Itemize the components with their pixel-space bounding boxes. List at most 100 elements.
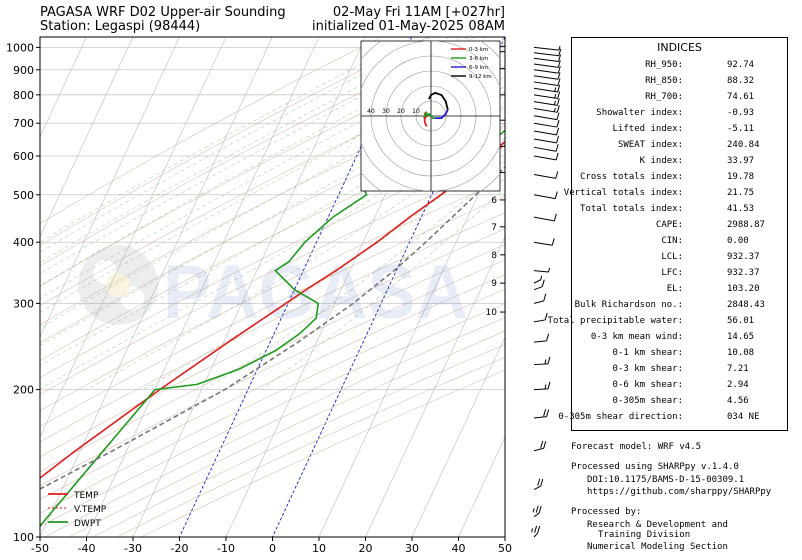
index-label: RH_850: <box>645 76 683 86</box>
dry-adiabat <box>40 37 382 224</box>
index-label: Lifted index: <box>612 124 683 134</box>
hodograph-legend-label: 9-12 km <box>469 74 492 80</box>
hodograph: 50 40 30 20 10 0-3 km 3-6 km 6-9 km 9-12 km <box>352 40 501 192</box>
isotherm <box>365 236 505 537</box>
dry-adiabat <box>44 317 505 537</box>
index-row: Vertical totals index: 21.75 <box>564 188 787 204</box>
moist-adiabat <box>40 37 487 286</box>
pressure-tick-label: 200 <box>13 384 34 397</box>
wind-barb <box>533 105 560 113</box>
wind-barb <box>533 78 561 86</box>
height-km-label: 9 <box>491 279 497 289</box>
parcel-profile <box>40 166 505 490</box>
index-row: 0-6 km shear: 2.94 <box>572 380 787 396</box>
pressure-tick-label: 100 <box>13 531 34 544</box>
processed-using: Processed using SHARPpy v.1.4.0 <box>571 462 739 472</box>
hodograph-legend-label: 3-6 km <box>469 56 488 62</box>
hodograph-legend-label: 0-3 km <box>469 47 488 53</box>
wind-barb <box>533 60 561 68</box>
dry-adiabat <box>40 212 505 443</box>
wind-barb <box>533 72 561 80</box>
index-row: Showalter index: -0.93 <box>572 108 787 124</box>
index-label: LCL: <box>661 252 683 262</box>
index-label: 0-3 km shear: <box>612 364 683 374</box>
index-label: 0-1 km shear: <box>612 348 683 358</box>
pressure-tick-label: 600 <box>13 150 34 163</box>
isotherm <box>40 37 273 537</box>
index-value: 33.97 <box>727 156 755 166</box>
hodograph-legend-label: 6-9 km <box>469 65 488 71</box>
wind-barb <box>533 152 559 161</box>
dry-adiabat <box>40 244 505 472</box>
legend-label: DWPT <box>74 519 101 529</box>
index-value: 240.84 <box>727 140 760 150</box>
sharppy-url: https://github.com/sharppy/SHARPpy <box>587 487 772 497</box>
height-km-label: 6 <box>491 196 497 206</box>
wind-barb <box>533 66 561 74</box>
index-value: 4.56 <box>727 396 749 406</box>
hodograph-trace <box>422 111 436 119</box>
wind-barb <box>533 48 562 57</box>
processed-by: Processed by: <box>571 507 642 517</box>
pressure-tick-label: 700 <box>13 117 34 130</box>
moist-adiabat <box>143 145 505 390</box>
index-label: K index: <box>639 156 683 166</box>
wind-barb <box>532 505 542 518</box>
index-label: CIN: <box>661 236 683 246</box>
hodograph-trace <box>435 109 449 119</box>
index-label: Vertical totals index: <box>563 188 683 198</box>
index-row: SWEAT index: 240.84 <box>572 140 787 156</box>
pagasa-logo-watermark <box>78 245 158 325</box>
isotherm <box>132 37 366 537</box>
index-value: 92.74 <box>727 60 755 70</box>
isotherm <box>40 37 227 438</box>
wind-barb <box>533 127 560 136</box>
index-value: 56.01 <box>727 316 755 326</box>
index-row: Lifted index: -5.11 <box>572 124 787 140</box>
wind-barb <box>533 98 560 106</box>
pressure-tick-label: 900 <box>13 64 34 77</box>
index-label: 0-3 km mean wind: <box>590 332 683 342</box>
wind-barb <box>533 275 543 284</box>
index-value: 74.61 <box>727 92 755 102</box>
legend-label: V.TEMP <box>74 505 107 515</box>
index-value: 2988.87 <box>727 220 765 230</box>
valid-time: 02-May Fri 11AM [+027hr] <box>332 5 505 20</box>
legend-label: TEMP <box>73 491 99 501</box>
isotherm <box>179 37 413 537</box>
hodograph-ring-label: 30 <box>382 108 390 115</box>
index-row: 0-1 km shear: 10.08 <box>572 348 787 364</box>
skewt-chart: PAGASA 1002003004005006007008009001000-5… <box>6 36 512 555</box>
moist-adiabat <box>261 188 505 390</box>
index-row: Cross totals index: 19.78 <box>572 172 787 188</box>
index-row: Total precipitable water: 56.01 <box>548 316 787 332</box>
wind-barb <box>533 293 547 304</box>
height-km-label: 7 <box>491 223 497 233</box>
wind-barb <box>533 478 544 490</box>
wind-barb <box>531 525 541 538</box>
pressure-tick-label: 300 <box>13 297 34 310</box>
wind-barbs-column <box>531 46 562 538</box>
dry-adiabat <box>40 178 505 411</box>
index-label: 0-305m shear: <box>612 396 683 406</box>
watermark-text: PAGASA <box>163 250 468 335</box>
index-value: 103.20 <box>727 284 760 294</box>
index-value: 41.53 <box>727 204 755 214</box>
pressure-tick-label: 400 <box>13 236 34 249</box>
index-label: Cross totals index: <box>580 172 683 182</box>
index-label: Bulk Richardson no.: <box>574 300 683 310</box>
moist-adiabat <box>204 166 505 390</box>
index-row: 0-305m shear: 4.56 <box>572 396 787 412</box>
wind-barb <box>533 144 559 152</box>
index-value: 19.78 <box>727 172 755 182</box>
index-label: RH_700: <box>645 92 683 102</box>
index-value: 10.08 <box>727 348 755 358</box>
chart-title: PAGASA WRF D02 Upper-air Sounding <box>40 5 286 20</box>
index-value: -5.11 <box>727 124 755 134</box>
hodograph-ring-label: 10 <box>412 108 420 115</box>
index-row: CAPE: 2988.87 <box>572 220 787 236</box>
wind-barb <box>533 171 559 179</box>
hodograph-ring-label: 50 <box>352 108 360 115</box>
temp-tick-label: -20 <box>171 542 189 555</box>
index-label: SWEAT index: <box>617 140 683 150</box>
